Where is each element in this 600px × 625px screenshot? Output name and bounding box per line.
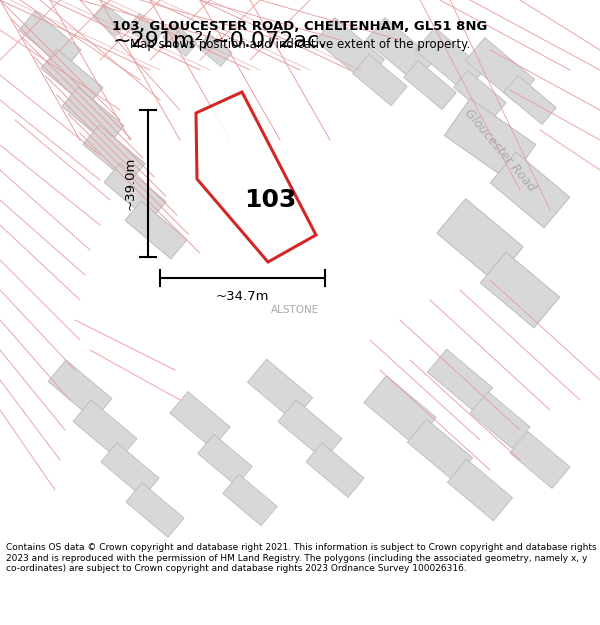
Polygon shape (448, 459, 512, 521)
Text: ALSTONE: ALSTONE (271, 305, 319, 315)
Polygon shape (470, 392, 530, 448)
Polygon shape (454, 71, 506, 119)
Polygon shape (128, 14, 162, 46)
Polygon shape (163, 24, 197, 56)
Polygon shape (415, 28, 485, 92)
Polygon shape (353, 54, 407, 106)
Text: Gloucester Road: Gloucester Road (462, 106, 538, 194)
Text: ~291m²/~0.072ac.: ~291m²/~0.072ac. (113, 30, 327, 50)
Polygon shape (490, 152, 569, 228)
Polygon shape (104, 163, 166, 221)
Polygon shape (196, 92, 316, 262)
Polygon shape (198, 434, 252, 486)
Polygon shape (73, 400, 137, 460)
Polygon shape (364, 376, 436, 444)
Polygon shape (83, 125, 145, 183)
Polygon shape (198, 34, 232, 66)
Polygon shape (437, 199, 523, 281)
Polygon shape (316, 18, 385, 82)
Polygon shape (62, 87, 124, 145)
Polygon shape (404, 61, 456, 109)
Text: ~34.7m: ~34.7m (216, 289, 269, 302)
Polygon shape (101, 442, 159, 498)
Polygon shape (466, 38, 535, 102)
Polygon shape (407, 419, 473, 481)
Text: Contains OS data © Crown copyright and database right 2021. This information is : Contains OS data © Crown copyright and d… (6, 543, 596, 573)
Polygon shape (48, 360, 112, 420)
Polygon shape (247, 359, 313, 421)
Polygon shape (170, 392, 230, 448)
Polygon shape (504, 76, 556, 124)
Polygon shape (445, 99, 536, 181)
Text: ~39.0m: ~39.0m (124, 157, 137, 210)
Polygon shape (41, 49, 103, 107)
Text: 103, GLOUCESTER ROAD, CHELTENHAM, GL51 8NG: 103, GLOUCESTER ROAD, CHELTENHAM, GL51 8… (112, 20, 488, 33)
Polygon shape (223, 474, 277, 526)
Polygon shape (481, 252, 560, 328)
Polygon shape (93, 4, 127, 36)
Polygon shape (510, 432, 570, 488)
Polygon shape (365, 18, 434, 82)
Polygon shape (306, 442, 364, 498)
Polygon shape (278, 400, 342, 460)
Text: Map shows position and indicative extent of the property.: Map shows position and indicative extent… (130, 38, 470, 51)
Text: 103: 103 (244, 188, 296, 212)
Polygon shape (126, 482, 184, 538)
Polygon shape (427, 349, 493, 411)
Polygon shape (19, 11, 81, 69)
Polygon shape (125, 201, 187, 259)
